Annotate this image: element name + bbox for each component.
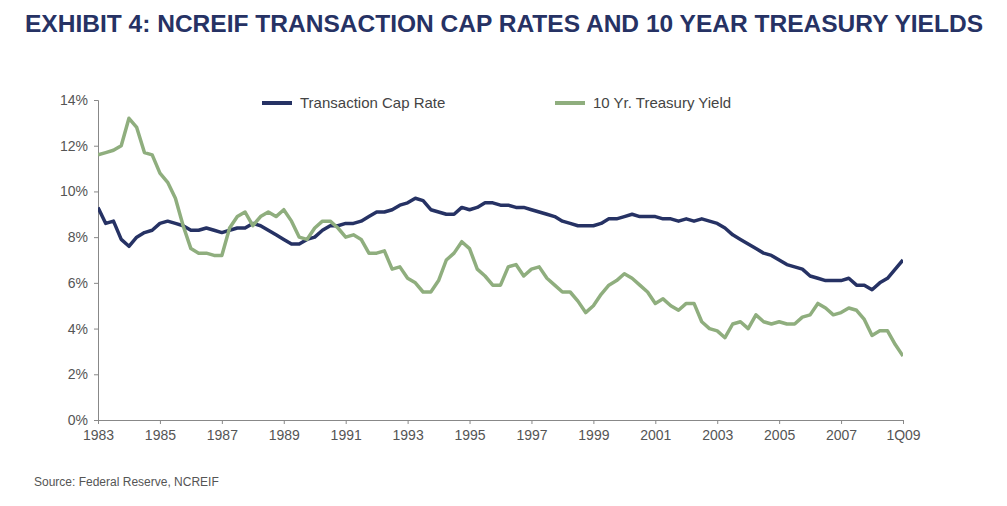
y-tick-label: 6% [68,275,88,291]
y-tick: 0% [68,412,98,428]
x-tick: 1995 [454,420,485,443]
y-tick-label: 0% [68,412,88,428]
x-tick-label: 1991 [331,427,362,443]
x-tick: 1985 [145,420,176,443]
y-tick: 4% [68,321,98,337]
x-tick-label: 1993 [393,427,424,443]
x-tick-mark [903,420,904,424]
y-tick-label: 10% [60,183,88,199]
x-tick-mark [593,420,594,424]
x-tick-label: 2005 [764,427,795,443]
x-tick-label: 2001 [640,427,671,443]
x-axis: 1983 1985 1987 1989 1991 1993 1995 1997 1999 2001… [83,420,921,443]
x-tick-label: 1983 [83,427,114,443]
y-tick: 10% [60,183,98,199]
x-tick-label: 1995 [454,427,485,443]
x-tick-mark [470,420,471,424]
chart: EXHIBIT 4: NCREIF TRANSACTION CAP RATES … [0,0,1007,506]
x-tick-label: 1989 [269,427,300,443]
y-tick-label: 8% [68,229,88,245]
y-tick-mark [94,374,98,375]
series-line [98,118,903,356]
x-tick-label: 1985 [145,427,176,443]
x-axis-line [99,421,904,425]
y-tick-label: 12% [60,138,88,154]
x-tick-label: 2007 [826,427,857,443]
series-group [98,118,903,356]
legend-label: Transaction Cap Rate [300,94,445,111]
x-tick: 1Q09 [886,420,920,443]
x-tick-mark [779,420,780,424]
x-tick: 1987 [207,420,238,443]
x-tick-mark [655,420,656,424]
y-tick-mark [94,100,98,101]
y-tick-mark [94,329,98,330]
y-tick: 6% [68,275,98,291]
series-line [98,198,903,289]
legend-label: 10 Yr. Treasury Yield [593,94,731,111]
plot: 1983 1985 1987 1989 1991 1993 1995 1997 1999 2001… [60,92,921,443]
x-tick: 1991 [331,420,362,443]
x-tick-mark [222,420,223,424]
y-tick-mark [94,420,98,421]
x-tick: 1997 [516,420,547,443]
y-tick-label: 4% [68,321,88,337]
x-tick-label: 1987 [207,427,238,443]
x-tick-mark [346,420,347,424]
x-tick-label: 1999 [578,427,609,443]
legend-swatch [262,101,292,105]
y-tick: 8% [68,229,98,245]
y-tick: 2% [68,366,98,382]
y-tick-mark [94,237,98,238]
x-tick-mark [408,420,409,424]
x-tick-label: 1997 [516,427,547,443]
y-tick: 14% [60,92,98,108]
x-tick: 2005 [764,420,795,443]
x-tick-label: 1Q09 [886,427,920,443]
y-tick-mark [94,191,98,192]
x-tick-mark [717,420,718,424]
y-tick-label: 14% [60,92,88,108]
y-tick-mark [94,146,98,147]
x-tick-mark [841,420,842,424]
x-tick-mark [160,420,161,424]
x-tick-mark [531,420,532,424]
legend: Transaction Cap Rate 10 Yr. Treasury Yiel… [262,94,731,111]
legend-swatch [555,101,585,105]
y-tick-mark [94,283,98,284]
x-tick-mark [284,420,285,424]
x-tick: 1989 [269,420,300,443]
x-tick-label: 2003 [702,427,733,443]
source-note: Source: Federal Reserve, NCREIF [34,475,219,489]
y-tick: 12% [60,138,98,154]
x-tick: 1993 [393,420,424,443]
x-tick: 1999 [578,420,609,443]
y-tick-label: 2% [68,366,88,382]
x-tick: 2001 [640,420,671,443]
y-axis-line [94,101,99,421]
x-tick: 2003 [702,420,733,443]
title: EXHIBIT 4: NCREIF TRANSACTION CAP RATES … [25,11,983,37]
x-tick: 2007 [826,420,857,443]
y-axis: 0% 2% 4% 6% 8% 10% 12% 14% [60,92,99,428]
